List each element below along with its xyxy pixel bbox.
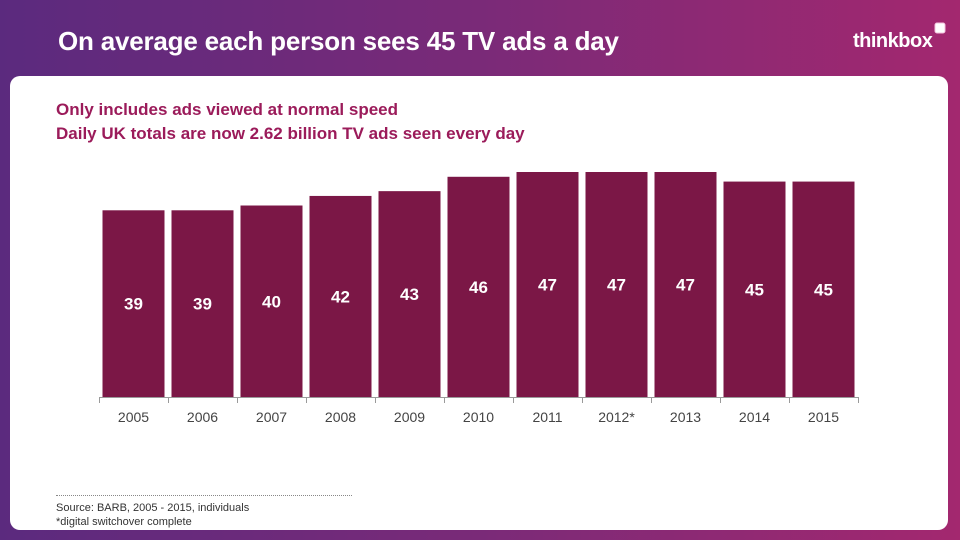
x-tick-label: 2009 [394,409,425,425]
thinkbox-logo: thinkbox [853,30,933,52]
data-label: 47 [676,276,695,295]
bar-2013 [654,172,717,397]
x-tick-label: 2011 [532,409,562,425]
data-label: 45 [745,280,764,299]
bar-2011 [516,172,579,397]
x-tick-label: 2007 [256,409,287,425]
x-tick-label: 2006 [187,409,218,425]
data-label: 46 [469,278,488,297]
source-divider [56,495,352,496]
bar-2015 [792,181,855,397]
bar-2008 [309,195,372,397]
bar-2009 [378,191,441,397]
data-label: 45 [814,280,833,299]
page-title: On average each person sees 45 TV ads a … [58,26,619,56]
source-note: Source: BARB, 2005 - 2015, individuals [56,502,250,514]
x-tick-label: 2012* [598,409,635,425]
x-tick-label: 2015 [808,409,839,425]
x-tick-label: 2005 [118,409,149,425]
data-label: 43 [400,285,419,304]
subtitle-daily-totals: Daily UK totals are now 2.62 billion TV … [56,124,525,143]
bar-2012 [585,172,648,397]
bar-2006 [171,210,234,397]
x-tick-label: 2008 [325,409,356,425]
data-label: 39 [124,295,143,314]
bar-2014 [723,181,786,397]
bar-2007 [240,205,303,397]
data-label: 47 [607,276,626,295]
x-tick-label: 2013 [670,409,701,425]
x-tick-label: 2010 [463,409,494,425]
footnote: *digital switchover complete [56,516,192,528]
x-tick-label: 2014 [739,409,770,425]
subtitle-normal-speed: Only includes ads viewed at normal speed [56,100,399,119]
data-label: 40 [262,292,281,311]
data-label: 39 [193,295,212,314]
data-label: 42 [331,287,350,306]
data-label: 47 [538,276,557,295]
logo-square-icon [934,22,946,34]
bar-2010 [447,176,510,397]
bar-2005 [102,210,165,397]
